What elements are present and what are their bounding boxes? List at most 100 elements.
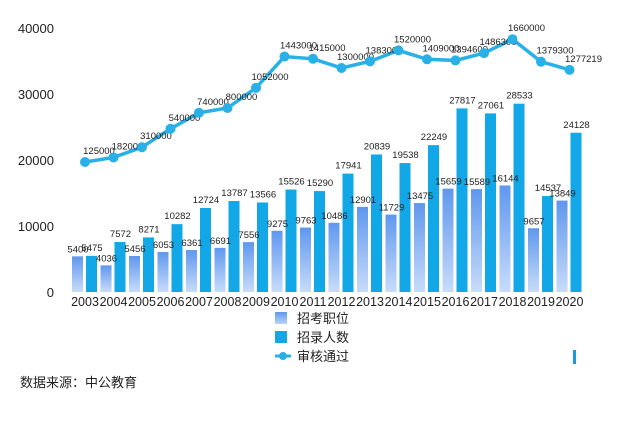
bar-hired <box>257 202 268 292</box>
bar-hired <box>399 163 411 292</box>
bar-positions <box>414 203 425 292</box>
x-tick-label: 2019 <box>527 295 555 309</box>
data-label-hired: 22249 <box>421 132 447 143</box>
bar-positions <box>328 222 340 292</box>
data-label-positions: 10486 <box>321 211 347 222</box>
source-note: 数据来源：中公教育 <box>20 376 138 391</box>
line-point <box>422 54 432 65</box>
data-label-positions: 9275 <box>267 219 288 230</box>
data-label-approved: 800000 <box>226 92 258 103</box>
bar-hired <box>171 224 183 292</box>
x-tick-label: 2010 <box>271 295 299 309</box>
legend-label: 招考职位 <box>297 312 350 327</box>
bar-hired <box>342 173 354 292</box>
data-label-hired: 17941 <box>335 161 361 172</box>
data-label-positions: 13849 <box>549 189 575 200</box>
data-label-approved: 125000 <box>83 146 115 157</box>
line-point <box>365 56 375 67</box>
data-label-approved: 1052000 <box>252 72 289 83</box>
bar-hired <box>570 132 582 292</box>
data-label-hired: 19538 <box>392 150 418 161</box>
data-label-positions: 9657 <box>523 216 544 227</box>
line-point <box>536 56 546 67</box>
data-label-hired: 5475 <box>81 243 102 254</box>
bar-positions <box>528 228 539 292</box>
bar-hired <box>200 208 211 292</box>
bar-positions <box>499 185 511 292</box>
line-point <box>564 64 575 75</box>
line-point <box>450 55 461 66</box>
y-tick-label: 0 <box>47 285 54 300</box>
bar-positions <box>442 188 454 292</box>
data-label-positions: 12901 <box>350 195 376 206</box>
line-point <box>393 45 404 56</box>
data-label-hired: 14537 <box>535 183 561 194</box>
line-point <box>194 107 204 118</box>
bar-positions <box>214 247 226 292</box>
bar-hired <box>371 154 382 292</box>
x-tick-label: 2014 <box>385 295 413 309</box>
bar-hired <box>143 237 154 292</box>
bar-hired <box>485 113 496 292</box>
data-label-approved: 1394600 <box>451 44 488 55</box>
line-point <box>165 123 176 134</box>
x-tick-label: 2015 <box>413 295 441 309</box>
data-label-positions: 6053 <box>153 240 174 251</box>
bar-positions <box>100 265 112 292</box>
data-label-hired: 15290 <box>307 178 333 189</box>
bar-hired <box>513 103 525 293</box>
data-label-positions: 4036 <box>96 253 117 264</box>
data-label-approved: 1379300 <box>537 46 574 57</box>
bar-positions <box>385 214 397 292</box>
legend-swatch-icon <box>275 330 287 343</box>
x-tick-label: 2012 <box>328 295 356 309</box>
legend-item-approved: 审核通过 <box>275 346 349 365</box>
legend-swatch-icon <box>275 311 287 324</box>
cursor-mark <box>573 350 576 364</box>
data-label-approved: 1415000 <box>309 43 346 54</box>
data-label-positions: 16144 <box>492 173 518 184</box>
data-label-hired: 12724 <box>193 195 219 206</box>
data-label-hired: 28533 <box>506 91 532 102</box>
legend-label: 招录人数 <box>297 331 350 346</box>
data-label-approved: 182000 <box>112 141 144 152</box>
x-tick-label: 2009 <box>242 295 270 309</box>
legend-item-positions: 招考职位 <box>275 308 349 327</box>
bar-hired <box>456 108 468 292</box>
data-label-positions: 5456 <box>124 244 145 255</box>
line-point <box>479 48 489 59</box>
line-approved <box>84 37 570 164</box>
data-label-positions: 5400 <box>67 244 88 255</box>
x-tick-label: 2016 <box>442 295 470 309</box>
data-label-approved: 310000 <box>140 131 172 142</box>
legend-label: 审核通过 <box>297 350 350 365</box>
data-label-positions: 7556 <box>238 230 259 241</box>
data-label-approved: 1660000 <box>508 23 545 34</box>
line-point <box>336 63 347 73</box>
x-tick-label: 2011 <box>300 295 327 309</box>
line-point <box>137 142 147 153</box>
x-tick-label: 2004 <box>100 295 128 309</box>
x-tick-label: 2017 <box>470 295 498 309</box>
data-label-approved: 1520000 <box>394 34 431 45</box>
data-label-approved: 1383000 <box>366 45 403 56</box>
data-label-positions: 15589 <box>464 177 490 188</box>
line-point <box>279 51 290 62</box>
data-label-positions: 11729 <box>379 203 405 214</box>
bar-hired <box>114 242 126 292</box>
bar-positions <box>357 206 368 292</box>
x-tick-label: 2008 <box>214 295 242 309</box>
data-label-positions: 6361 <box>181 238 202 249</box>
legend-line-icon <box>275 351 291 360</box>
bar-hired <box>228 201 240 292</box>
bar-hired <box>285 189 297 292</box>
line-point <box>222 103 233 113</box>
bar-positions <box>186 250 197 292</box>
line-point <box>251 82 261 93</box>
data-label-approved: 1409000 <box>423 43 460 54</box>
data-label-approved: 1277219 <box>565 54 602 65</box>
bar-positions <box>72 256 83 292</box>
x-tick-label: 2006 <box>157 295 185 309</box>
bar-positions <box>157 252 169 292</box>
